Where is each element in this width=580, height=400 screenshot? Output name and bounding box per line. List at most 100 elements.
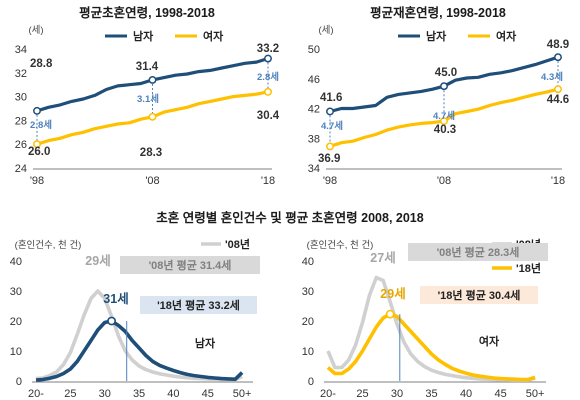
mean-2008-label: '08년 평균 31.4세	[149, 258, 232, 272]
y-tick-label: 34	[308, 163, 320, 175]
data-value-label: 45.0	[435, 67, 457, 79]
y-tick-label: 10	[302, 346, 314, 358]
legend-2008-label: '08년	[225, 237, 250, 251]
y-unit-label: (혼인건수, 천 건)	[15, 239, 82, 251]
y-tick-label: 28	[15, 115, 27, 127]
gap-label: 2.8세	[30, 119, 52, 131]
y-tick-label: 34	[15, 44, 27, 56]
y-tick-label: 30	[10, 286, 22, 298]
mean-2008-box	[120, 256, 260, 274]
legend-2018-label: '18년	[516, 261, 541, 275]
remarriage-age-chart: (세) 34 38 42 46 50 '98 '08 '18 남자 여자 4.7세 4.7세 4.3세 41…	[308, 25, 569, 187]
peak-2018-label: 31세	[103, 291, 128, 306]
x-tick-label: 30	[391, 388, 403, 400]
sex-label: 여자	[479, 334, 500, 348]
y-tick-label: 38	[308, 133, 320, 145]
legend-male-label: 남자	[133, 29, 154, 43]
peak-2018-label: 29세	[380, 286, 405, 301]
x-tick-label: '98	[323, 175, 337, 187]
peak-2008-label: 27세	[370, 250, 395, 265]
female-point-marker	[148, 112, 157, 121]
x-tick-label: 40	[460, 388, 472, 400]
x-tick-label: 35	[425, 388, 437, 400]
peak-2018-marker	[385, 309, 395, 319]
x-tick-label: '98	[30, 175, 44, 187]
mean-2018-box	[420, 286, 538, 304]
y-tick-label: 24	[15, 163, 27, 175]
x-tick-label: '18	[551, 175, 565, 187]
legend-female-label: 여자	[496, 29, 517, 43]
data-value-label: 31.4	[136, 61, 159, 73]
data-value-label: 28.3	[140, 147, 162, 159]
chart2-title: 평균재혼연령, 1998-2018	[370, 5, 506, 20]
peak-2008-label: 29세	[85, 253, 110, 268]
data-value-label: 30.4	[257, 110, 280, 122]
data-value-label: 33.2	[257, 43, 279, 55]
gap-label: 4.3세	[541, 71, 563, 83]
y-tick-label: 30	[302, 286, 314, 298]
series-2018-line	[326, 312, 536, 382]
x-tick-label: '18	[261, 175, 275, 187]
first-marriage-age-chart: (세) 24 26 28 30 32 34 '98 '08 '18 남자 여자 2.8세 3.1세 2.8세…	[15, 25, 280, 187]
data-value-label: 36.9	[318, 153, 340, 165]
y-tick-label: 0	[308, 376, 314, 388]
y-unit-label: (혼인건수, 천 건)	[307, 239, 374, 251]
mean-2018-box	[140, 296, 257, 314]
female-point-marker	[554, 85, 562, 94]
y-tick-label: 50	[308, 44, 320, 56]
data-value-label: 40.3	[434, 124, 456, 136]
legend-female-label: 여자	[203, 29, 224, 43]
mean-2018-label: '18년 평균 30.4세	[438, 288, 521, 302]
data-value-label: 48.9	[547, 39, 569, 51]
x-tick-label: 40	[167, 388, 179, 400]
gap-label: 2.8세	[257, 71, 279, 83]
male-point-marker	[440, 82, 448, 91]
y-tick-label: 32	[15, 68, 27, 80]
y-tick-label: 30	[15, 92, 27, 104]
data-value-label: 41.6	[320, 92, 342, 104]
sex-label: 남자	[195, 336, 216, 350]
male-point-marker	[326, 107, 334, 116]
data-value-label: 28.8	[30, 58, 53, 70]
y-tick-label: 40	[302, 256, 314, 268]
y-tick-label: 20	[10, 316, 22, 328]
female-point-marker	[326, 142, 334, 151]
gap-label: 3.1세	[137, 93, 159, 105]
female-point-marker	[440, 117, 448, 126]
gap-label: 4.7세	[321, 120, 343, 132]
x-tick-label: 50+	[526, 388, 545, 400]
x-tick-label: '08	[145, 175, 159, 187]
female-point-marker	[33, 140, 41, 149]
bottom-title: 초혼 연령별 혼인건수 및 평균 초혼연령 2008, 2018	[156, 210, 423, 225]
y-tick-label: 46	[308, 74, 320, 86]
x-tick-label: 25	[356, 388, 368, 400]
x-tick-label: 20-	[320, 388, 336, 400]
chart1-title: 평균초혼연령, 1998-2018	[79, 5, 215, 20]
mean-2018-label: '18년 평균 33.2세	[157, 298, 240, 312]
peak-2018-marker	[107, 316, 116, 326]
x-tick-label: 25	[64, 388, 76, 400]
male-point-marker	[148, 75, 157, 84]
x-tick-label: 45	[494, 388, 506, 400]
x-tick-label: '08	[437, 175, 451, 187]
male-point-marker	[554, 53, 562, 62]
x-tick-label: 45	[202, 388, 214, 400]
x-tick-label: 50+	[233, 388, 252, 400]
x-tick-label: 20-	[28, 388, 44, 400]
male-point-marker	[264, 54, 272, 63]
data-value-label: 44.6	[547, 94, 569, 106]
mean-2008-box	[408, 243, 548, 261]
x-tick-label: 35	[133, 388, 145, 400]
series-2018-line	[35, 319, 244, 382]
legend-male-label: 남자	[426, 29, 447, 43]
female-point-marker	[264, 87, 272, 96]
y-unit-label: (세)	[318, 25, 333, 36]
y-tick-label: 10	[10, 346, 22, 358]
mean-2008-label: '08년 평균 28.3세	[437, 245, 520, 259]
data-value-label: 26.0	[28, 146, 50, 158]
female-distribution-chart: (혼인건수, 천 건) 0 10 20 30 40 20- 25 30 35 40 45 50+ '08년…	[302, 237, 548, 400]
x-tick-label: 30	[99, 388, 111, 400]
y-tick-label: 20	[302, 316, 314, 328]
y-unit-label: (세)	[28, 25, 43, 36]
